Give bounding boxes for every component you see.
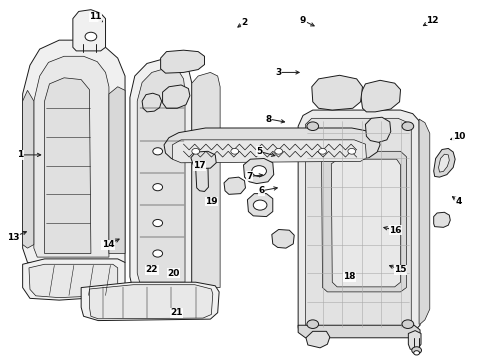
Circle shape xyxy=(401,122,413,131)
Text: 13: 13 xyxy=(7,233,19,242)
Text: 7: 7 xyxy=(245,172,252,181)
Polygon shape xyxy=(191,72,220,288)
Circle shape xyxy=(411,347,421,354)
Circle shape xyxy=(347,148,355,154)
Text: 8: 8 xyxy=(265,114,271,123)
Polygon shape xyxy=(34,56,109,257)
Polygon shape xyxy=(163,128,379,162)
Polygon shape xyxy=(81,282,219,320)
Polygon shape xyxy=(137,68,184,282)
Circle shape xyxy=(318,148,326,154)
Text: 2: 2 xyxy=(241,18,247,27)
Polygon shape xyxy=(130,58,191,288)
Circle shape xyxy=(306,320,318,328)
Polygon shape xyxy=(330,159,400,287)
Circle shape xyxy=(85,32,97,41)
Polygon shape xyxy=(243,158,273,184)
Text: 1: 1 xyxy=(17,150,23,159)
Polygon shape xyxy=(321,151,406,292)
Polygon shape xyxy=(195,162,208,192)
Polygon shape xyxy=(22,259,125,300)
Polygon shape xyxy=(271,229,294,248)
Text: 9: 9 xyxy=(299,16,305,25)
Polygon shape xyxy=(433,148,454,177)
Text: 3: 3 xyxy=(275,68,281,77)
Circle shape xyxy=(230,148,238,154)
Text: 12: 12 xyxy=(425,16,438,25)
Polygon shape xyxy=(160,50,204,73)
Polygon shape xyxy=(365,117,390,142)
Polygon shape xyxy=(29,264,118,298)
Polygon shape xyxy=(433,212,449,227)
Polygon shape xyxy=(44,78,91,253)
Circle shape xyxy=(153,220,162,226)
Text: 21: 21 xyxy=(170,308,182,317)
Circle shape xyxy=(413,351,419,355)
Circle shape xyxy=(401,320,413,328)
Circle shape xyxy=(153,250,162,257)
Text: 5: 5 xyxy=(256,147,262,156)
Polygon shape xyxy=(247,194,272,217)
Circle shape xyxy=(153,148,162,155)
Circle shape xyxy=(251,166,266,176)
Polygon shape xyxy=(418,119,429,324)
Polygon shape xyxy=(142,93,161,112)
Polygon shape xyxy=(407,330,420,349)
Polygon shape xyxy=(224,177,245,194)
Polygon shape xyxy=(438,154,448,172)
Circle shape xyxy=(274,148,282,154)
Circle shape xyxy=(191,148,199,154)
Polygon shape xyxy=(162,85,189,108)
Polygon shape xyxy=(22,40,125,262)
Circle shape xyxy=(153,184,162,191)
Polygon shape xyxy=(73,10,105,51)
Polygon shape xyxy=(305,118,410,329)
Text: 19: 19 xyxy=(204,197,217,206)
Text: 14: 14 xyxy=(102,240,114,249)
Polygon shape xyxy=(360,80,400,112)
Text: 17: 17 xyxy=(193,161,205,170)
Text: 4: 4 xyxy=(455,197,461,206)
Polygon shape xyxy=(311,75,362,110)
Text: 11: 11 xyxy=(89,12,102,21)
Polygon shape xyxy=(305,331,329,348)
Text: 10: 10 xyxy=(452,132,464,141)
Polygon shape xyxy=(172,140,366,163)
Polygon shape xyxy=(298,110,419,332)
Polygon shape xyxy=(89,285,212,319)
Polygon shape xyxy=(190,151,216,168)
Polygon shape xyxy=(22,90,34,248)
Text: 18: 18 xyxy=(343,272,355,281)
Text: 6: 6 xyxy=(258,186,264,195)
Text: 20: 20 xyxy=(167,269,180,278)
Text: 22: 22 xyxy=(145,265,158,274)
Polygon shape xyxy=(109,87,125,253)
Circle shape xyxy=(253,200,266,210)
Circle shape xyxy=(306,122,318,131)
Text: 16: 16 xyxy=(388,226,401,235)
Polygon shape xyxy=(298,325,419,338)
Text: 15: 15 xyxy=(393,265,406,274)
